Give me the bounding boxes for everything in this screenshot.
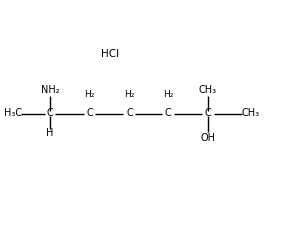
Text: CH₃: CH₃ [199,85,217,95]
Text: C: C [46,109,53,118]
Text: NH₂: NH₂ [40,85,59,95]
Text: HCl: HCl [101,49,119,59]
Text: OH: OH [201,133,215,143]
Text: H: H [46,128,54,138]
Text: C: C [165,109,172,118]
Text: C: C [205,109,211,118]
Text: H₂: H₂ [125,90,135,99]
Text: C: C [86,109,93,118]
Text: C: C [126,109,133,118]
Text: CH₃: CH₃ [242,109,260,118]
Text: H₃C: H₃C [4,109,22,118]
Text: H₂: H₂ [85,90,95,99]
Text: H₂: H₂ [163,90,173,99]
